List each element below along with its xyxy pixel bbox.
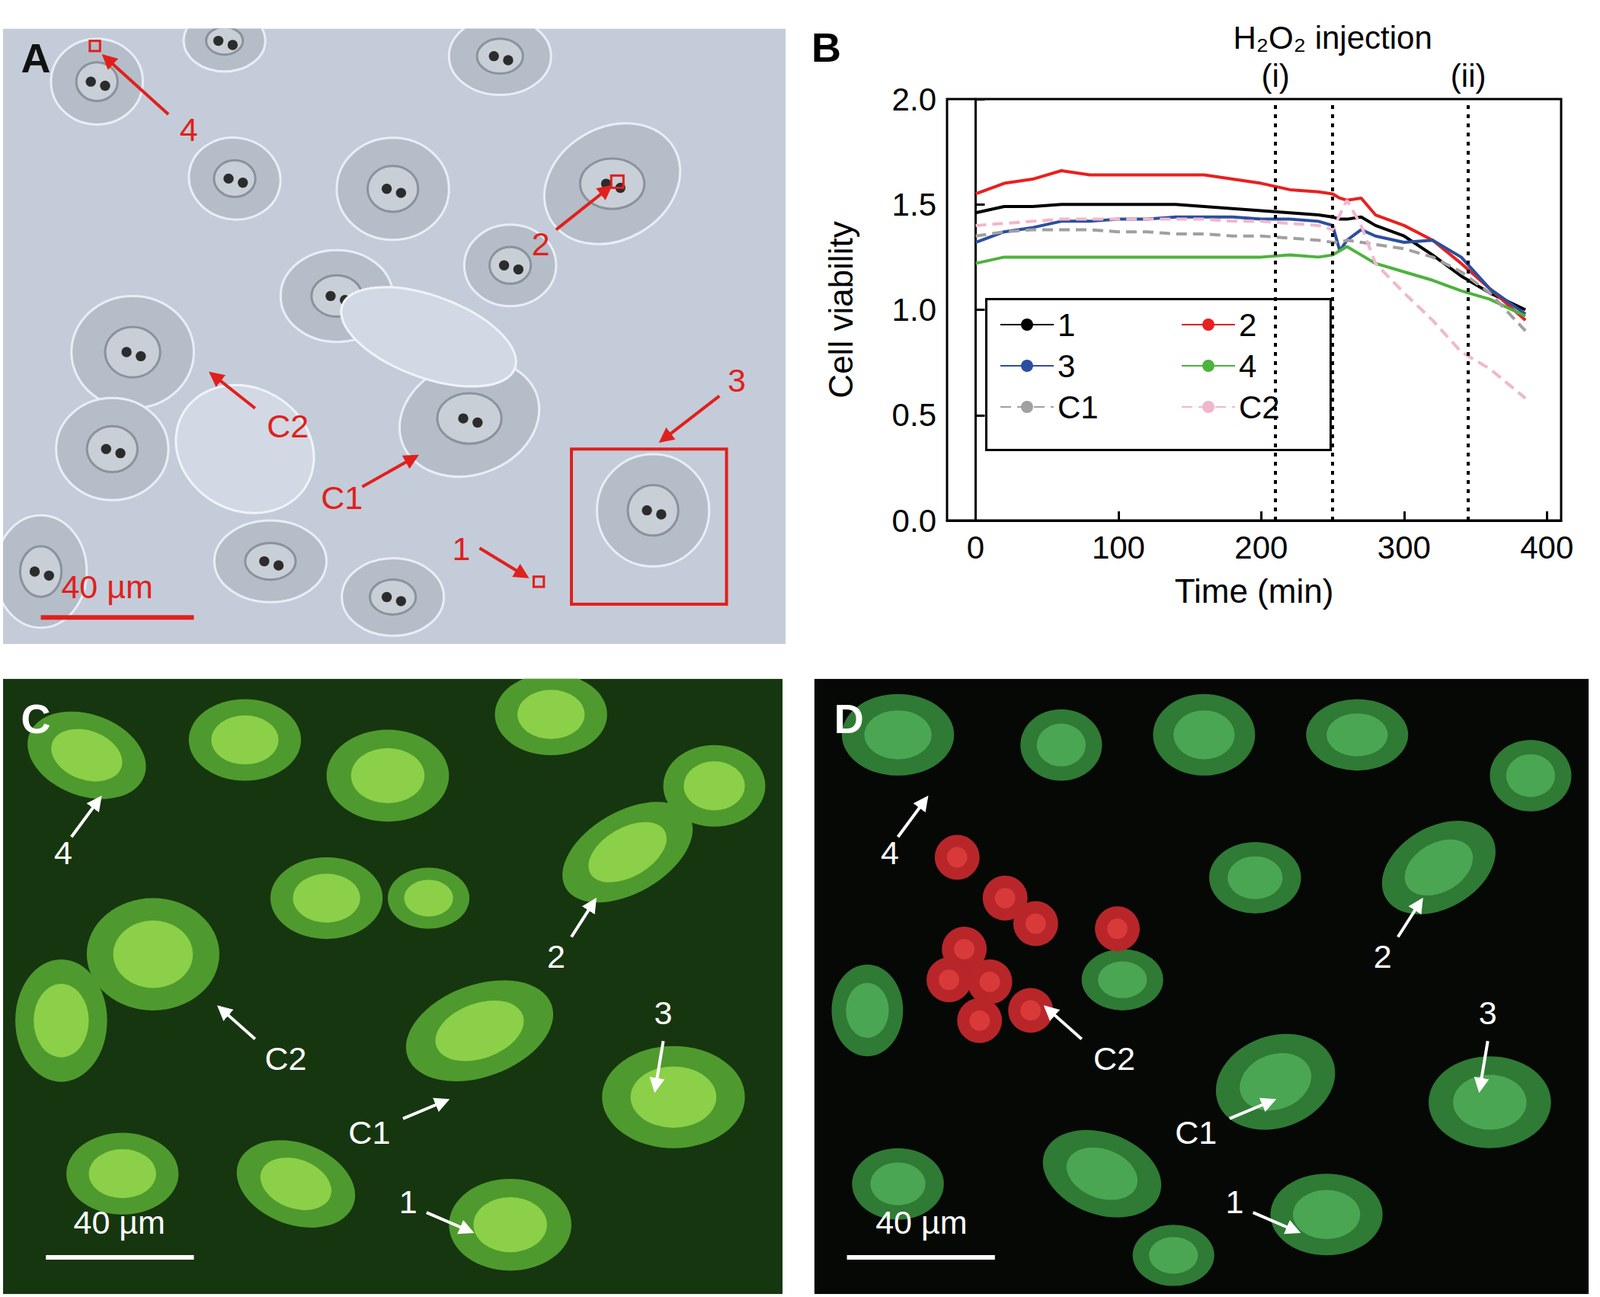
svg-text:(ii): (ii) — [1450, 57, 1487, 94]
svg-text:C1: C1 — [1057, 389, 1099, 426]
svg-text:400: 400 — [1520, 529, 1574, 566]
svg-text:C1: C1 — [348, 1113, 391, 1151]
svg-text:B: B — [811, 24, 842, 71]
svg-text:Time (min): Time (min) — [1174, 572, 1335, 610]
svg-text:2: 2 — [1238, 307, 1257, 343]
svg-text:4: 4 — [54, 834, 73, 871]
svg-text:C: C — [20, 695, 51, 742]
svg-text:4: 4 — [1238, 348, 1257, 384]
svg-text:C2: C2 — [1093, 1040, 1136, 1077]
svg-text:3: 3 — [1057, 348, 1076, 384]
svg-text:3: 3 — [1478, 994, 1498, 1031]
svg-text:C2: C2 — [265, 1040, 308, 1077]
svg-text:Cell viability: Cell viability — [822, 220, 860, 398]
svg-text:2: 2 — [531, 225, 551, 263]
svg-text:1: 1 — [1225, 1183, 1245, 1220]
svg-text:C1: C1 — [1174, 1113, 1217, 1151]
svg-text:C2: C2 — [266, 407, 309, 445]
svg-text:2.0: 2.0 — [892, 81, 937, 118]
svg-text:0.5: 0.5 — [892, 396, 937, 433]
svg-text:3: 3 — [654, 994, 673, 1031]
svg-text:1.0: 1.0 — [892, 291, 937, 328]
svg-text:2: 2 — [547, 937, 566, 975]
svg-text:H₂O₂ injection: H₂O₂ injection — [1232, 19, 1432, 56]
svg-text:(i): (i) — [1260, 57, 1290, 94]
svg-text:1.5: 1.5 — [892, 186, 937, 223]
svg-text:A: A — [20, 35, 51, 81]
svg-text:C2: C2 — [1238, 389, 1280, 426]
svg-text:40 µm: 40 µm — [875, 1203, 967, 1241]
svg-text:1: 1 — [1057, 307, 1076, 343]
svg-text:0.0: 0.0 — [892, 502, 937, 539]
svg-text:4: 4 — [179, 111, 199, 148]
svg-text:C1: C1 — [320, 479, 363, 516]
svg-text:D: D — [834, 695, 864, 742]
svg-text:300: 300 — [1377, 529, 1431, 566]
svg-text:2: 2 — [1373, 937, 1392, 975]
svg-text:1: 1 — [399, 1183, 418, 1220]
svg-text:40 µm: 40 µm — [73, 1203, 166, 1241]
svg-text:0: 0 — [966, 529, 985, 566]
svg-text:40 µm: 40 µm — [60, 568, 153, 605]
svg-text:4: 4 — [880, 834, 900, 871]
svg-text:3: 3 — [727, 361, 746, 399]
svg-text:100: 100 — [1091, 529, 1146, 566]
svg-text:200: 200 — [1234, 529, 1288, 566]
svg-text:1: 1 — [451, 530, 471, 567]
